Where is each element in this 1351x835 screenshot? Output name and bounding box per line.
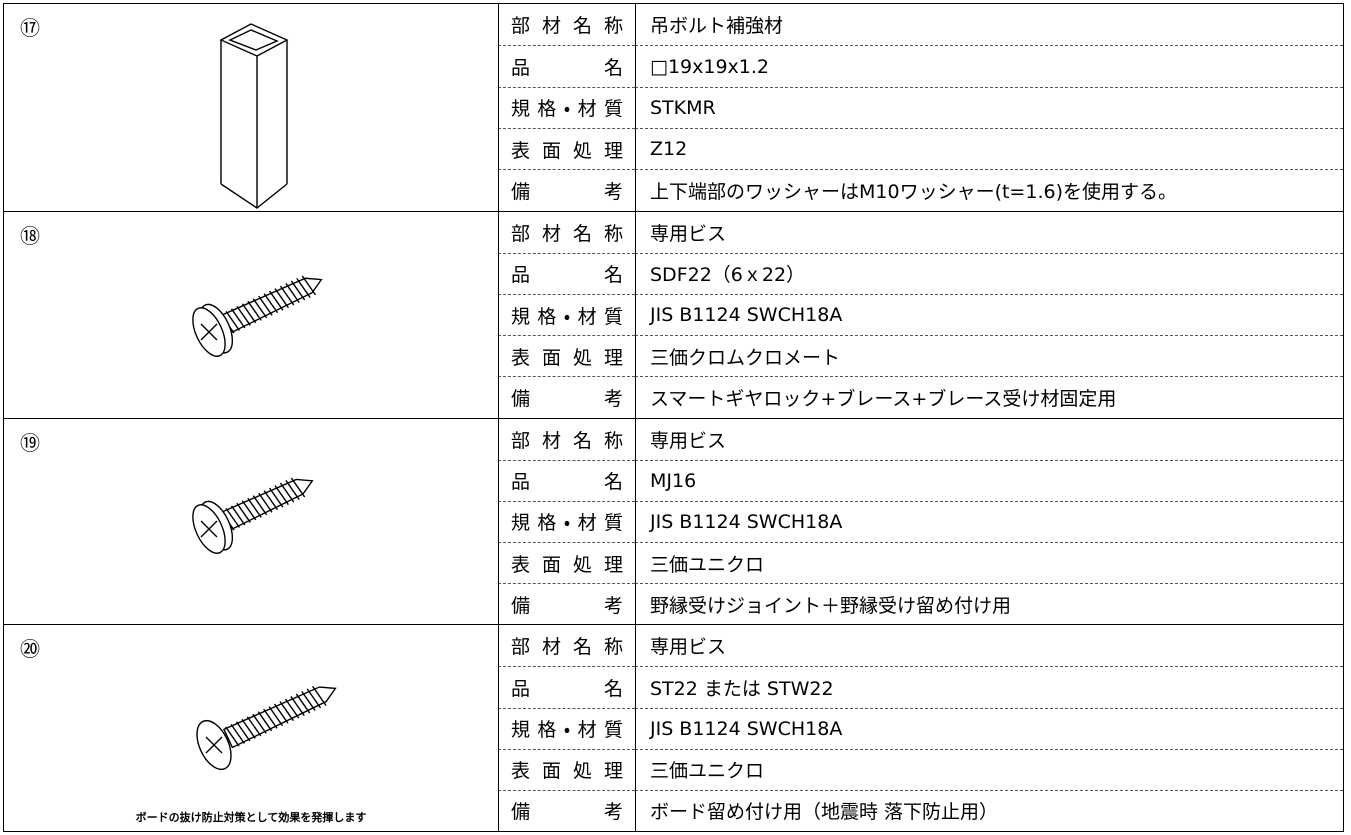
part-caption: ボードの抜け防止対策として効果を発揮します <box>135 811 367 824</box>
row-label: 表面処理 <box>511 760 623 783</box>
row-value: 三価ユニクロ <box>635 748 1343 790</box>
part-illustration: ⑱ <box>4 212 498 418</box>
row-value: 三価クロムクロメート <box>635 335 1343 377</box>
part-group: ⑱ 部材名称 専用ビス品 名 SDF22（6ｘ22） 規格・材質 JIS B1124 SW… <box>4 210 1343 418</box>
row-value: 三価ユニクロ <box>635 541 1343 584</box>
row-label: 品 名 <box>511 471 623 494</box>
row-label: 規格・材質 <box>511 305 623 328</box>
row-label-cell: 規格・材質 <box>498 707 635 749</box>
row-label-cell: 備 考 <box>498 789 635 831</box>
part-drawing <box>219 23 289 209</box>
row-value: 上下端部のワッシャーはM10ワッシャー(t=1.6)を使用する。 <box>635 169 1343 211</box>
row-label-cell: 表面処理 <box>498 748 635 790</box>
row-value: 野縁受けジョイント＋野縁受け留め付け用 <box>635 583 1343 625</box>
part-drawing <box>196 686 337 771</box>
row-label-cell: 表面処理 <box>498 541 635 584</box>
row-label-cell: 品 名 <box>498 45 635 87</box>
row-label-cell: 規格・材質 <box>498 294 635 336</box>
row-label-cell: 規格・材質 <box>498 86 635 129</box>
part-illustration: ⑰ <box>4 4 498 211</box>
row-label-cell: 部材名称 <box>498 211 635 253</box>
row-label: 備 考 <box>511 387 623 410</box>
row-label: 規格・材質 <box>511 512 623 535</box>
row-label: 表面処理 <box>511 553 623 576</box>
row-value: STKMR <box>635 86 1343 129</box>
part-group: ⑲ 部材名称 専用ビス品 名 MJ16 規格・材質 JIS B1124 SWCH18A 表面… <box>4 417 1343 625</box>
row-label: 表面処理 <box>511 346 623 369</box>
row-label-cell: 品 名 <box>498 666 635 708</box>
part-number: ⑰ <box>20 16 40 40</box>
row-value: SDF22（6ｘ22） <box>635 252 1343 295</box>
row-value: JIS B1124 SWCH18A <box>635 294 1343 336</box>
parts-table: ⑰ 部材名称 吊ボルト補強材品 名 □19x19x1.2 規格・材質 STKMR 表面処理 Z… <box>3 3 1344 832</box>
part-group: ⑰ 部材名称 吊ボルト補強材品 名 □19x19x1.2 規格・材質 STKMR 表面処理 Z… <box>4 4 1343 211</box>
row-value: □19x19x1.2 <box>635 45 1343 87</box>
row-label: 部材名称 <box>511 636 623 659</box>
row-value: JIS B1124 SWCH18A <box>635 500 1343 542</box>
row-value: ボード留め付け用（地震時 落下防止用） <box>635 789 1343 831</box>
row-label: 品 名 <box>511 264 623 287</box>
part-drawing <box>192 477 314 554</box>
row-label-cell: 部材名称 <box>498 625 635 667</box>
row-value: 専用ビス <box>635 625 1343 667</box>
row-label-cell: 表面処理 <box>498 335 635 377</box>
part-group: ⑳ ボードの抜け防止対策として効果を発揮します 部材名称 専用ビス品 名 ST22 また… <box>4 624 1343 831</box>
row-label: 品 名 <box>511 677 623 700</box>
row-label-cell: 表面処理 <box>498 128 635 170</box>
row-label: 規格・材質 <box>511 719 623 742</box>
part-number: ⑲ <box>20 430 40 455</box>
row-label: 品 名 <box>511 57 623 80</box>
row-label: 備 考 <box>511 801 623 824</box>
row-label: 備 考 <box>511 181 623 204</box>
row-label-cell: 品 名 <box>498 459 635 501</box>
part-drawing <box>192 275 323 357</box>
row-label: 部材名称 <box>511 222 623 245</box>
row-label: 備 考 <box>511 594 623 617</box>
row-label: 部材名称 <box>511 15 623 38</box>
row-label-cell: 部材名称 <box>498 4 635 46</box>
row-label-cell: 品 名 <box>498 252 635 295</box>
row-value: 専用ビス <box>635 211 1343 253</box>
row-value: ST22 または STW22 <box>635 666 1343 708</box>
row-value: 吊ボルト補強材 <box>635 4 1343 46</box>
row-label: 規格・材質 <box>511 98 623 121</box>
row-label-cell: 規格・材質 <box>498 500 635 542</box>
part-illustration: ⑲ <box>4 419 498 625</box>
part-illustration: ⑳ ボードの抜け防止対策として効果を発揮します <box>4 625 498 831</box>
row-value: 専用ビス <box>635 418 1343 460</box>
row-value: スマートギヤロック+ブレース+ブレース受け材固定用 <box>635 376 1343 418</box>
row-label-cell: 部材名称 <box>498 418 635 460</box>
row-label-cell: 備 考 <box>498 376 635 418</box>
row-label: 部材名称 <box>511 429 623 452</box>
row-label: 表面処理 <box>511 139 623 162</box>
row-value: MJ16 <box>635 459 1343 501</box>
part-number: ⑱ <box>20 223 40 248</box>
row-label-cell: 備 考 <box>498 169 635 211</box>
part-number: ⑳ <box>20 637 40 662</box>
row-value: Z12 <box>635 128 1343 170</box>
row-value: JIS B1124 SWCH18A <box>635 707 1343 749</box>
row-label-cell: 備 考 <box>498 583 635 625</box>
